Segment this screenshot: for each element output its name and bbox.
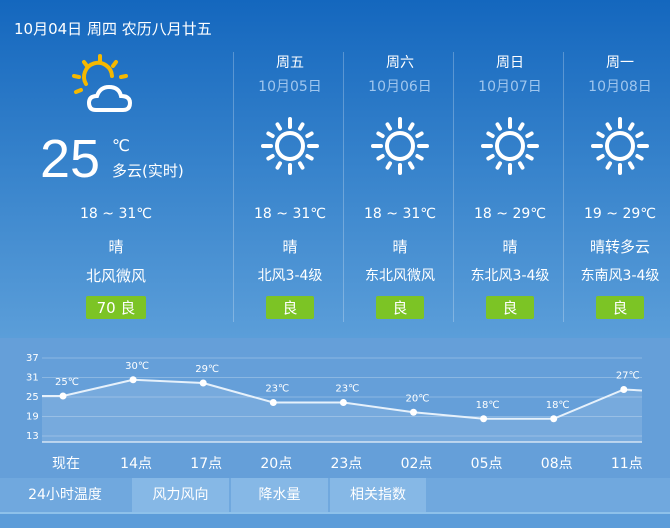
sun-icon	[371, 117, 429, 175]
data-point	[339, 399, 347, 406]
forecast-day: 周一 10月08日 19 ~ 29℃ 晴转多云 东南风3-4级 良	[565, 50, 670, 330]
day-separator	[563, 52, 564, 322]
forecast-day: 周六 10月06日 18 ~ 31℃ 晴 东北风微风 良	[345, 50, 455, 330]
current-weather: 25 ℃ 多云(实时) 18 ~ 31℃ 晴 北风微风 70 良	[0, 50, 232, 330]
x-tick-label: 08点	[541, 456, 573, 472]
forecast-wind: 东北风微风	[365, 268, 435, 284]
forecast-weekday: 周六	[386, 55, 414, 71]
area-fill	[42, 379, 642, 442]
tab-1[interactable]: 风力风向	[132, 478, 229, 512]
data-point	[410, 408, 417, 416]
wind-text: 北风微风	[85, 267, 146, 285]
data-label: 25℃	[55, 377, 79, 388]
current-temp: 25	[40, 129, 101, 189]
data-point	[199, 379, 207, 387]
tab-0[interactable]: 24小时温度	[28, 487, 102, 503]
data-point	[129, 376, 137, 384]
aqi-badge: 70 良	[86, 296, 146, 319]
forecast-weather: 晴转多云	[589, 238, 650, 256]
aqi-badge: 良	[486, 296, 534, 319]
day-separator	[453, 52, 454, 322]
temp-unit: ℃	[112, 136, 130, 155]
temperature-chart: 37 31 25 19 13 25℃ 现在 30℃ 14点 29℃ 17点 23℃ 20点 23℃ 23点 2…	[0, 338, 670, 478]
weather-panel: 10月04日 周四 农历八月廿五 25 ℃ 多云(实时) 18 ~ 31℃ 晴 …	[0, 0, 670, 338]
forecast-day: 周日 10月07日 18 ~ 29℃ 晴 东北风3-4级 良	[455, 50, 565, 330]
day-separator	[233, 52, 234, 322]
forecast-weekday: 周一	[606, 55, 634, 71]
data-point	[480, 415, 488, 423]
bottom-bar	[0, 512, 670, 528]
chart-tabs: 24小时温度 风力风向 降水量 相关指数	[0, 478, 670, 512]
y-tick-label: 31	[26, 373, 39, 384]
data-label: 18℃	[476, 400, 500, 411]
forecast-wind: 北风3-4级	[257, 268, 323, 284]
data-label: 30℃	[125, 361, 149, 372]
temp-range: 18 ~ 31℃	[80, 206, 152, 222]
data-label: 20℃	[406, 393, 430, 404]
x-tick-label: 现在	[52, 456, 80, 472]
data-label: 27℃	[616, 371, 640, 382]
forecast-date: 10月05日	[258, 79, 322, 95]
forecast-date: 10月06日	[368, 79, 432, 95]
forecast-range: 18 ~ 31℃	[254, 206, 326, 222]
forecast-weekday: 周五	[276, 55, 304, 71]
y-tick-label: 19	[26, 412, 39, 423]
y-tick-label: 25	[26, 392, 39, 403]
forecast-date: 10月07日	[478, 79, 542, 95]
forecast-date: 10月08日	[588, 79, 652, 95]
sun-icon	[591, 117, 649, 175]
x-tick-label: 17点	[190, 456, 222, 472]
y-tick-label: 13	[26, 431, 39, 442]
day-separator	[343, 52, 344, 322]
forecast-wind: 东北风3-4级	[470, 268, 550, 284]
forecast-weekday: 周日	[496, 55, 524, 71]
data-point	[550, 415, 558, 423]
forecast-range: 18 ~ 29℃	[474, 206, 546, 222]
current-desc: 多云(实时)	[112, 162, 184, 180]
aqi-badge: 良	[266, 296, 314, 319]
x-tick-label: 05点	[471, 456, 503, 472]
x-tick-label: 23点	[330, 456, 362, 472]
data-point	[269, 399, 277, 406]
sun-icon	[261, 117, 319, 175]
chart-svg: 37 31 25 19 13 25℃ 现在 30℃ 14点 29℃ 17点 23℃ 20点 23℃ 23点 2…	[26, 353, 643, 472]
x-tick-label: 11点	[611, 456, 643, 472]
tab-3[interactable]: 相关指数	[330, 478, 426, 512]
x-tick-label: 20点	[260, 456, 292, 472]
sun-icon	[481, 117, 539, 175]
aqi-badge: 良	[376, 296, 424, 319]
data-point	[59, 392, 67, 400]
weather-text: 晴	[108, 238, 124, 256]
forecast-weather: 晴	[502, 238, 518, 256]
tab-2[interactable]: 降水量	[231, 478, 328, 512]
forecast-weather: 晴	[392, 238, 408, 256]
data-label: 18℃	[546, 400, 570, 411]
forecast-weather: 晴	[282, 238, 298, 256]
data-label: 23℃	[335, 384, 359, 395]
y-tick-label: 37	[26, 353, 39, 364]
forecast-range: 18 ~ 31℃	[364, 206, 436, 222]
data-label: 29℃	[195, 364, 219, 375]
data-label: 23℃	[265, 384, 289, 395]
x-tick-label: 02点	[401, 456, 433, 472]
current-date: 10月04日 周四 农历八月廿五	[14, 20, 212, 38]
partly-cloudy-icon	[72, 54, 133, 112]
data-point	[620, 386, 628, 393]
aqi-badge: 良	[596, 296, 644, 319]
forecast-day: 周五 10月05日 18 ~ 31℃ 晴 北风3-4级 良	[235, 50, 345, 330]
x-tick-label: 14点	[120, 456, 152, 472]
forecast-wind: 东南风3-4级	[580, 268, 660, 284]
forecast-range: 19 ~ 29℃	[584, 206, 656, 222]
